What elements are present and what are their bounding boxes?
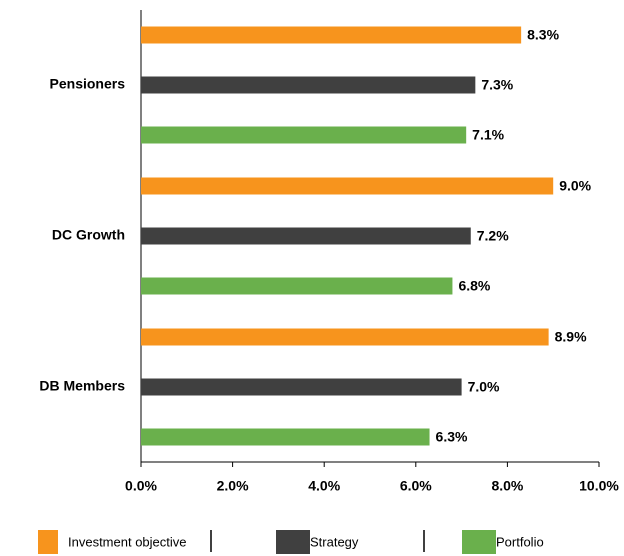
value-label: 7.0% (468, 379, 500, 395)
legend-swatch (276, 530, 310, 554)
bar (141, 428, 430, 446)
bar (141, 76, 476, 94)
legend-swatch (462, 530, 496, 554)
x-tick-label: 0.0% (125, 478, 157, 494)
x-tick-label: 2.0% (217, 478, 249, 494)
legend-label: Investment objective (68, 534, 187, 549)
legend-label: Strategy (310, 534, 359, 549)
category-label: DC Growth (52, 227, 125, 243)
bar (141, 277, 453, 295)
x-tick-label: 4.0% (308, 478, 340, 494)
bar (141, 328, 549, 346)
value-label: 6.8% (458, 278, 490, 294)
value-label: 8.3% (527, 27, 559, 43)
bar (141, 126, 467, 144)
legend-label: Portfolio (496, 534, 544, 549)
value-label: 7.2% (477, 228, 509, 244)
value-label: 9.0% (559, 178, 591, 194)
category-label: Pensioners (50, 76, 126, 92)
category-label: DB Members (39, 378, 125, 394)
legend-swatch (38, 530, 58, 554)
x-tick-label: 6.0% (400, 478, 432, 494)
value-label: 6.3% (436, 429, 468, 445)
value-label: 7.3% (481, 77, 513, 93)
x-tick-label: 10.0% (579, 478, 619, 494)
x-tick-label: 8.0% (491, 478, 523, 494)
value-label: 8.9% (555, 329, 587, 345)
value-label: 7.1% (472, 127, 504, 143)
bar (141, 227, 471, 245)
bar (141, 26, 522, 44)
bar (141, 378, 462, 396)
bar (141, 177, 554, 195)
